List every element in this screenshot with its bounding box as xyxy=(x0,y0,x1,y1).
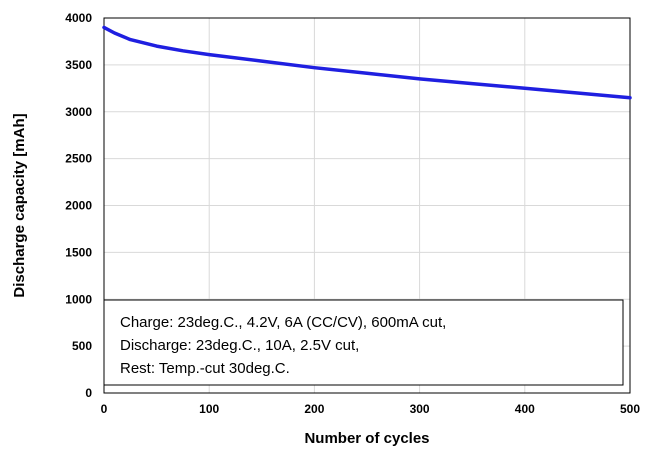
y-tick-label: 4000 xyxy=(65,11,92,25)
x-tick-label: 400 xyxy=(515,402,535,416)
y-tick-label: 2000 xyxy=(65,199,92,213)
y-axis-ticks: 0 500 1000 1500 2000 2500 3000 3500 4000 xyxy=(65,11,92,400)
plot-area-frame xyxy=(103,17,631,394)
y-tick-label: 3000 xyxy=(65,105,92,119)
x-tick-label: 0 xyxy=(101,402,108,416)
y-tick-label: 0 xyxy=(85,386,92,400)
annotation-line-charge: Charge: 23deg.C., 4.2V, 6A (CC/CV), 600m… xyxy=(120,314,446,331)
x-tick-label: 200 xyxy=(304,402,324,416)
series-group xyxy=(102,25,632,100)
x-tick-label: 300 xyxy=(410,402,430,416)
y-tick-label: 1500 xyxy=(65,245,92,259)
annotation-line-rest: Rest: Temp.-cut 30deg.C. xyxy=(120,360,290,377)
y-tick-label: 3500 xyxy=(65,58,92,72)
series-line xyxy=(102,25,632,100)
x-axis-title: Number of cycles xyxy=(304,430,429,447)
annotation-box: Charge: 23deg.C., 4.2V, 6A (CC/CV), 600m… xyxy=(103,299,624,386)
y-tick-label: 500 xyxy=(72,339,92,353)
y-tick-label: 1000 xyxy=(65,292,92,306)
x-tick-label: 500 xyxy=(620,402,640,416)
y-axis-title: Discharge capacity [mAh] xyxy=(11,113,28,297)
annotation-frame xyxy=(103,299,624,386)
x-axis-ticks: 0 100 200 300 400 500 xyxy=(101,402,641,416)
x-tick-label: 100 xyxy=(199,402,219,416)
annotation-line-discharge: Discharge: 23deg.C., 10A, 2.5V cut, xyxy=(120,337,359,354)
y-tick-label: 2500 xyxy=(65,152,92,166)
